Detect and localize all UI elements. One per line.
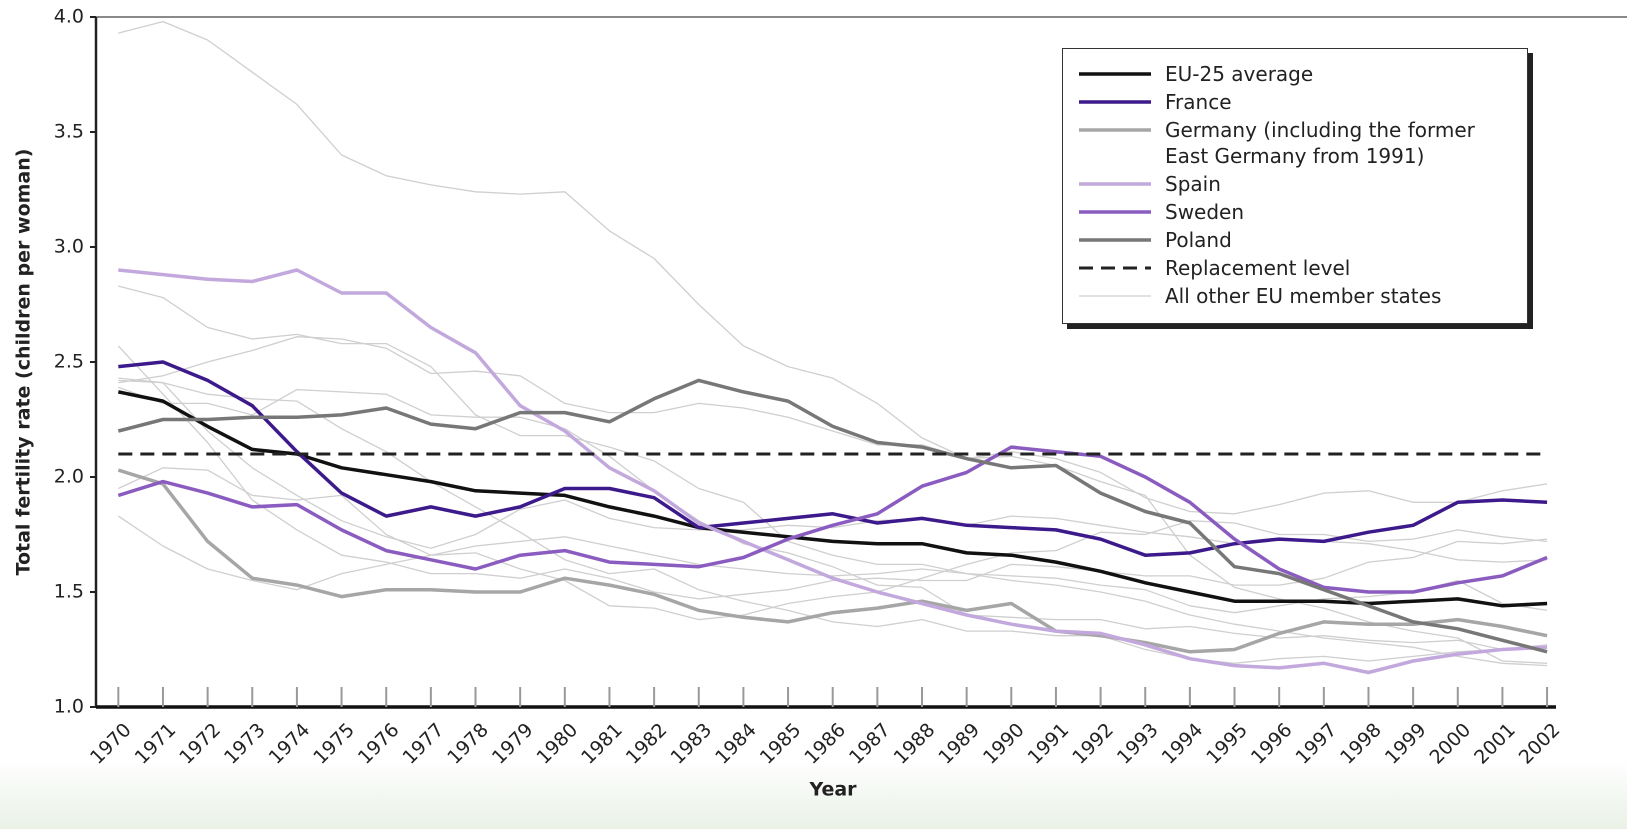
- series-line: [118, 360, 1548, 557]
- legend-swatch: [1079, 210, 1151, 214]
- series-line: [118, 268, 1548, 675]
- y-tick-label: 4.0: [54, 6, 84, 28]
- series-line: [117, 445, 1548, 594]
- legend: EU-25 average France Germany (including th…: [1062, 48, 1528, 324]
- y-axis-title: Total fertility rate (children per woman…: [13, 149, 35, 576]
- y-tick-label: 3.0: [54, 236, 84, 258]
- other-state-line: [118, 285, 1548, 614]
- other-state-line: [118, 386, 1548, 651]
- y-tick-label: 2.5: [54, 351, 84, 373]
- series-line: [117, 390, 1548, 608]
- legend-label: Germany (including the former East Germa…: [1165, 118, 1475, 168]
- y-tick-label: 3.5: [54, 121, 84, 143]
- y-tick-label: 1.0: [54, 696, 84, 718]
- legend-entry: All other EU member states: [1077, 283, 1517, 309]
- legend-label: France: [1165, 90, 1232, 114]
- legend-swatch: [1079, 100, 1151, 104]
- legend-swatch: [1079, 72, 1151, 76]
- legend-label: Poland: [1165, 228, 1232, 252]
- other-state-line: [118, 336, 1548, 664]
- legend-label: Replacement level: [1165, 256, 1351, 280]
- y-tick-label: 1.5: [54, 581, 84, 603]
- legend-entry: Sweden: [1077, 199, 1517, 225]
- legend-swatch: [1079, 295, 1151, 297]
- background-band: [0, 760, 1627, 829]
- legend-swatch: [1079, 128, 1151, 132]
- legend-entry: Replacement level: [1077, 255, 1517, 281]
- legend-label: Sweden: [1165, 200, 1245, 224]
- series-line: [117, 468, 1548, 654]
- legend-swatch: [1079, 266, 1151, 270]
- legend-label: EU-25 average: [1165, 62, 1314, 86]
- other-state-line: [117, 515, 1548, 667]
- legend-entry: EU-25 average: [1077, 61, 1517, 87]
- legend-swatch: [1079, 182, 1151, 186]
- legend-entry: Germany (including the former East Germa…: [1077, 117, 1517, 169]
- legend-swatch: [1079, 238, 1151, 242]
- other-state-line: [118, 377, 1548, 563]
- other-state-line: [117, 345, 1548, 600]
- y-tick-label: 2.0: [54, 466, 84, 488]
- other-state-line: [118, 467, 1548, 621]
- legend-entry: Spain: [1077, 171, 1517, 197]
- legend-entry: Poland: [1077, 227, 1517, 253]
- legend-entry: France: [1077, 89, 1517, 115]
- legend-label: All other EU member states: [1165, 284, 1442, 308]
- other-state-line: [118, 20, 1548, 515]
- x-axis-title: Year: [808, 779, 857, 801]
- other-state-line: [118, 379, 1548, 664]
- legend-label: Spain: [1165, 172, 1221, 196]
- series-line: [117, 378, 1548, 654]
